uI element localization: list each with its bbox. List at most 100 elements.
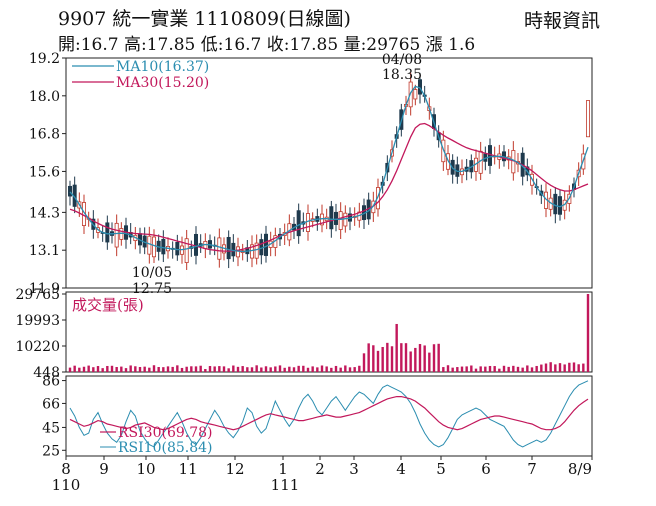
volume-bar [558,363,562,372]
volume-bar [530,367,534,372]
volume-bar [484,366,487,372]
volume-bar [278,365,282,372]
volume-bar [442,367,445,372]
candle-body [68,185,73,197]
volume-bar [232,365,235,372]
chart-title: 9907 統一實業 1110809(日線圖) [58,8,351,30]
x-tick-label: 12 [225,460,244,478]
ma30-line [69,122,589,252]
volume-bar [166,366,170,372]
volume-bar [344,365,347,372]
panel-frame [65,375,593,457]
volume-bar [227,368,230,372]
candle-body [586,100,591,138]
candle-body [114,222,119,248]
volume-bar [134,366,137,372]
x-tick-label: 8 [61,460,71,478]
volume-bar [208,366,212,372]
volume-bar [73,365,76,372]
volume-bar [288,366,291,372]
volume-bar [92,367,95,372]
volume-bar [302,365,305,372]
volume-bar [157,367,160,372]
volume-bar [320,365,324,372]
volume-bar [143,366,146,372]
volume-bar [362,353,366,372]
candle-body [305,213,310,232]
volume-bar [470,365,473,372]
volume-bar [437,343,440,372]
volume-bar [488,365,492,372]
rsi10-line [69,380,589,448]
ma30-legend-label: MA30(15.20) [116,75,209,91]
volume-bar [516,366,520,372]
volume-bar [498,368,501,372]
candle-body [226,236,231,260]
candle-body [193,233,198,256]
volume-tick-label: 19993 [15,313,60,329]
candle-body [558,196,563,215]
volume-bar [353,367,356,372]
peak-price-label: 18.35 [382,67,422,83]
volume-bar [544,363,548,372]
volume-bar [162,367,165,372]
volume-bar [316,367,319,372]
price-tick-label: 19.2 [29,51,60,67]
ma10-legend-label: MA10(16.37) [116,59,209,75]
volume-bar [138,366,142,372]
volume-bar [152,365,156,372]
volume-bar [577,364,580,372]
volume-bar [180,367,184,372]
volume-bar [432,344,436,372]
volume-bar [306,367,310,372]
price-tick-label: 16.8 [29,127,60,143]
volume-bar [409,351,412,372]
volume-tick-label: 448 [33,365,60,381]
volume-bar [372,345,375,372]
volume-bar [386,342,389,372]
rsi30-legend-label: RSI30(69.78) [118,425,212,441]
volume-bar [218,366,221,372]
volume-bar [568,362,571,372]
x-tick-label: 2 [315,460,325,478]
volume-bar [292,367,296,372]
candle-body [161,238,166,255]
volume-bar [563,364,566,372]
volume-bar [148,367,151,372]
panel-frames [65,57,593,457]
candle-body [147,235,152,255]
x-tick-label: 10 [136,460,155,478]
volume-bar [194,366,198,372]
volume-bar [82,366,86,372]
volume-bar [418,344,422,372]
volume-bar [535,365,538,372]
volume-bar [269,367,272,372]
source-label: 時報資訊 [523,10,600,32]
volume-bar [129,365,132,372]
volume-bar [460,366,464,372]
volume-bar [330,367,333,372]
volume-bar [124,368,128,372]
volume-bar [171,366,174,372]
volume-bar [241,366,244,372]
volume-bar [264,366,268,372]
low-price-label: 12.75 [132,281,172,297]
candle-body [375,187,380,210]
volume-bar [586,294,590,372]
volume-bar [428,352,431,372]
volume-bar [222,366,226,372]
candle-body [296,210,301,237]
candle-body [343,212,348,227]
volume-bar [325,366,328,372]
peak-date-label: 04/08 [382,52,422,68]
candle-body [249,244,254,259]
volume-bar [115,366,118,372]
volume-bar [199,365,202,372]
volume-bar [185,366,188,372]
volume-bar [465,366,468,372]
volume-bar [334,365,338,372]
volume-bar [274,366,277,372]
volume-bar [348,367,352,372]
volume-panel: 29765 19993 10220 448 成交量(張) [15,287,590,381]
volume-bar [367,343,370,372]
